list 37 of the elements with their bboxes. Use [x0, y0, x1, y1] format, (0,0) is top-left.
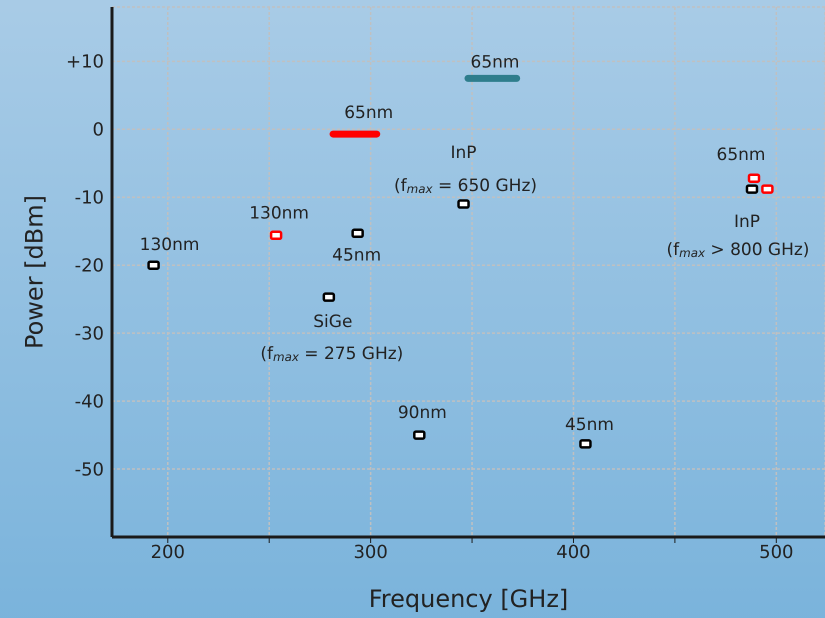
annotation: 65nm [470, 52, 520, 72]
point [761, 184, 774, 194]
annotation: (f$_{max}$ = 650 GHz) [394, 176, 538, 196]
x-axis-title: Frequency [GHz] [368, 585, 568, 614]
x-tick-label: 500 [759, 542, 794, 563]
annotation: 130nm [249, 202, 309, 223]
point [457, 199, 470, 209]
point [351, 228, 364, 238]
x-tick-label: 400 [556, 542, 591, 563]
point [748, 173, 760, 183]
annotation: 130nm [140, 234, 200, 255]
annotation: 65nm [716, 144, 766, 165]
point [746, 184, 758, 194]
annotation: 45nm [564, 414, 614, 435]
y-tick-label: -20 [74, 256, 104, 277]
y-tick-label: -30 [74, 324, 104, 345]
x-tick-label: 300 [353, 542, 388, 563]
annotation: (f$_{max}$ = 275 GHz) [260, 344, 404, 364]
y-axis-title: Power [dBm] [20, 195, 49, 349]
annotation: 45nm [332, 244, 382, 265]
y-tick-label: -50 [74, 459, 104, 480]
annotation: InP [734, 212, 760, 232]
annotation: SiGe [313, 312, 352, 332]
point [322, 292, 336, 302]
annotation: (f$_{max}$ > 800 GHz) [666, 240, 810, 260]
y-tick-label: +10 [66, 52, 104, 73]
annotation: 65nm [344, 102, 394, 123]
x-tick-label: 200 [150, 542, 185, 563]
y-tick-label: -40 [74, 391, 104, 412]
y-tick-label: -10 [74, 188, 104, 209]
point [413, 430, 426, 440]
point [579, 439, 592, 449]
annotation: 90nm [398, 402, 447, 423]
annotation: InP [450, 142, 477, 163]
point [270, 230, 282, 240]
point [147, 260, 160, 270]
y-tick-label: 0 [92, 120, 104, 141]
